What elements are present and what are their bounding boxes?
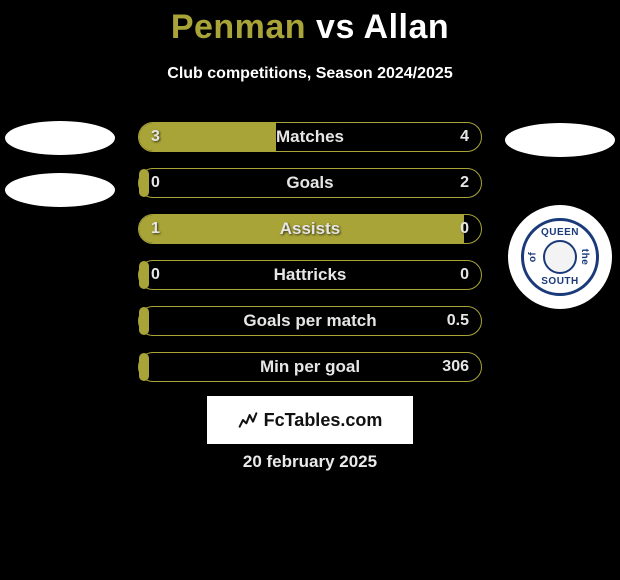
subtitle: Club competitions, Season 2024/2025 [0, 65, 620, 83]
crest-ring: QUEEN of the SOUTH [521, 218, 599, 296]
bar-label: Goals [139, 173, 481, 193]
crest-text-top: QUEEN [541, 227, 579, 238]
bar-row-hattricks: 0 Hattricks 0 [138, 260, 482, 290]
snapshot-date: 20 february 2025 [0, 452, 620, 472]
player2-club-crest: QUEEN of the SOUTH [508, 205, 612, 309]
brand-badge: FcTables.com [207, 396, 413, 444]
bar-fill [139, 353, 149, 381]
bar-value-left: 0 [151, 174, 160, 192]
brand-text: FcTables.com [264, 410, 383, 431]
bar-label: Hattricks [139, 265, 481, 285]
bar-value-left: 0 [151, 266, 160, 284]
bar-value-right: 4 [460, 128, 469, 146]
player2-badge-placeholder [505, 123, 615, 157]
bar-row-min-per-goal: Min per goal 306 [138, 352, 482, 382]
comparison-title: Penman vs Allan [0, 0, 620, 47]
comparison-bars: 3 Matches 4 0 Goals 2 1 Assists 0 0 Hatt… [138, 122, 482, 398]
player1-club-placeholder [5, 173, 115, 207]
bar-fill [139, 215, 464, 243]
player2-name: Allan [364, 8, 450, 46]
vs-label: vs [316, 8, 355, 46]
player1-badge-placeholder [5, 121, 115, 155]
bar-value-right: 306 [442, 358, 469, 376]
bar-row-matches: 3 Matches 4 [138, 122, 482, 152]
bar-row-goals: 0 Goals 2 [138, 168, 482, 198]
bar-fill [139, 123, 276, 151]
bar-fill [139, 307, 149, 335]
bar-fill [139, 261, 149, 289]
bar-value-right: 0.5 [447, 312, 469, 330]
right-player-badges: QUEEN of the SOUTH [500, 115, 620, 309]
bar-label: Min per goal [139, 357, 481, 377]
left-player-badges [0, 115, 120, 225]
bar-value-right: 2 [460, 174, 469, 192]
crest-text-right: the [578, 249, 589, 266]
crest-text-bottom: SOUTH [541, 276, 579, 287]
player1-name: Penman [171, 8, 306, 46]
bar-label: Goals per match [139, 311, 481, 331]
crest-text-left: of [528, 252, 539, 262]
crest-center [543, 240, 577, 274]
brand-logo-icon [238, 410, 258, 430]
bar-row-assists: 1 Assists 0 [138, 214, 482, 244]
bar-row-goals-per-match: Goals per match 0.5 [138, 306, 482, 336]
bar-fill [139, 169, 149, 197]
bar-value-right: 0 [460, 266, 469, 284]
